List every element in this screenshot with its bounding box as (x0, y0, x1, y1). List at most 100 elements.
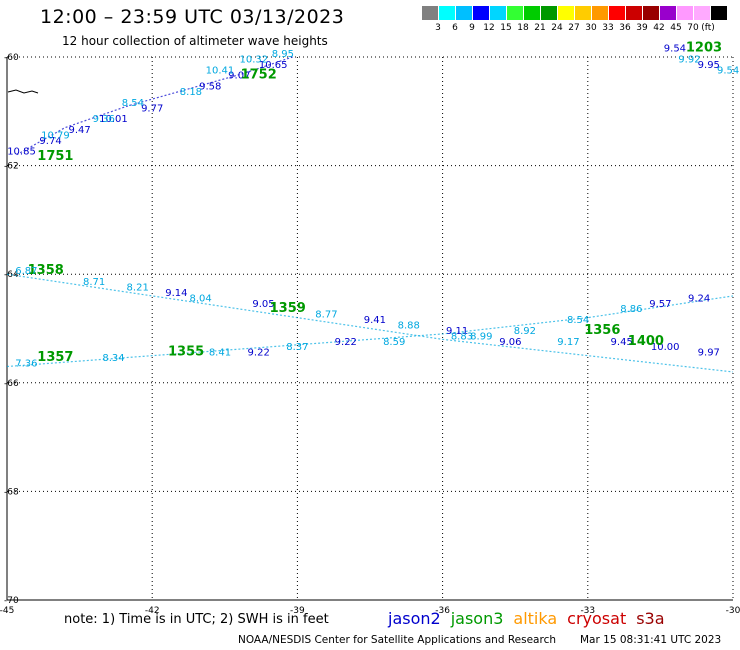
jason2-wave-height-label: 9.57 (649, 299, 671, 310)
jason2-wave-height-label: 9.58 (199, 82, 221, 93)
satellite-legend-cryosat: cryosat (567, 609, 627, 628)
colorbar-label: 15 (500, 23, 512, 33)
colorbar-label: 30 (585, 23, 597, 33)
jason3-pass-id-label: 1752 (241, 68, 277, 83)
s3a-wave-height-label: 8.54 (567, 315, 589, 326)
jason2-wave-height-label: 9.54 (664, 44, 686, 55)
satellite-legend-s3a: s3a (636, 609, 665, 628)
jason3-pass-id-label: 1356 (584, 323, 620, 338)
jason2-wave-height-label: 9.41 (364, 315, 386, 326)
colorbar-swatch (626, 6, 642, 20)
colorbar-swatch (592, 6, 608, 20)
colorbar-swatch (711, 6, 727, 20)
s3a-wave-height-label: 8.18 (180, 87, 202, 98)
jason2-wave-height-label: 9.22 (248, 348, 270, 359)
satellite-legend: jason2 jason3 altika cryosat s3a (388, 609, 675, 628)
latitude-tick-label: -68 (4, 487, 19, 497)
s3a-wave-height-label: 10.41 (206, 65, 235, 76)
colorbar-label: 3 (435, 23, 441, 33)
s3a-wave-height-label: 9.17 (557, 337, 579, 348)
jason2-wave-height-label: 10.00 (651, 342, 680, 353)
longitude-tick-label: -39 (290, 606, 305, 616)
map-title: 12:00 – 23:59 UTC 03/13/2023 (40, 6, 345, 28)
colorbar-label: 36 (619, 23, 631, 33)
s3a-ground-track (6, 295, 734, 368)
jason2-wave-height-label: 9.74 (39, 136, 61, 147)
longitude-tick-label: -36 (435, 606, 450, 616)
colorbar-swatch (456, 6, 472, 20)
s3a-wave-height-label: 6.87 (15, 266, 37, 277)
longitude-tick-label: -45 (0, 606, 14, 616)
jason3-pass-id-label: 1203 (686, 41, 722, 56)
colorbar-label: 21 (534, 23, 546, 33)
s3a-wave-height-label: 8.37 (286, 342, 308, 353)
jason2-wave-height-label: 10.65 (259, 60, 288, 71)
jason3-pass-id-label: 1358 (28, 263, 64, 278)
s3a-wave-height-label: 8.71 (83, 277, 105, 288)
satellite-legend-altika: altika (513, 609, 558, 628)
colorbar-swatch (643, 6, 659, 20)
s3a-wave-height-label: 10.79 (41, 130, 70, 141)
colorbar-swatch (575, 6, 591, 20)
s3a-wave-height-label: 8.41 (209, 348, 231, 359)
colorbar-swatch (473, 6, 489, 20)
generation-timestamp: Mar 15 08:31:41 UTC 2023 (580, 634, 722, 646)
colorbar-label: 33 (602, 23, 614, 33)
jason3-pass-id-label: 1355 (168, 345, 204, 360)
jason2-wave-height-label: 9.77 (141, 103, 163, 114)
colorbar-label: 70 (687, 23, 699, 33)
jason2-wave-height-label: 9.22 (335, 337, 357, 348)
jason2-wave-height-label: 9.06 (499, 337, 521, 348)
jason2-ground-track (16, 56, 293, 156)
colorbar-label: 6 (452, 23, 458, 33)
s3a-wave-height-label: 8.34 (102, 353, 124, 364)
satellite-legend-jason3: jason3 (450, 609, 504, 628)
colorbar-swatch (660, 6, 676, 20)
colorbar-swatch (677, 6, 693, 20)
colorbar-swatch (609, 6, 625, 20)
jason2-wave-height-label: 9.47 (68, 125, 90, 136)
colorbar-swatch (422, 6, 438, 20)
jason3-pass-id-label: 1751 (37, 149, 73, 164)
jason2-wave-height-label: 10.85 (7, 147, 36, 158)
s3a-wave-height-label: 8.95 (272, 49, 294, 60)
s3a-wave-height-label: 10.32 (240, 54, 269, 65)
colorbar-swatch (439, 6, 455, 20)
colorbar-swatch (541, 6, 557, 20)
s3a-wave-height-label: 9.92 (678, 54, 700, 65)
latitude-tick-label: -62 (4, 162, 19, 172)
latitude-tick-label: -70 (4, 596, 19, 606)
coastline-fragment (7, 89, 39, 94)
s3a-wave-height-label: 8.59 (383, 337, 405, 348)
jason2-wave-height-label: 10.01 (99, 114, 128, 125)
jason3-pass-id-label: 1400 (628, 334, 664, 349)
satellite-legend-jason2: jason2 (388, 609, 441, 628)
jason2-wave-height-label: 9.11 (446, 326, 468, 337)
colorbar-label: 18 (517, 23, 529, 33)
s3a-wave-height-label: 9.36 (93, 114, 115, 125)
colorbar-label: 39 (636, 23, 648, 33)
s3a-wave-height-label: 8.92 (514, 326, 536, 337)
s3a-wave-height-label: 9.54 (717, 65, 739, 76)
longitude-tick-label: -30 (726, 606, 740, 616)
latitude-tick-label: -60 (4, 53, 19, 63)
latitude-tick-label: -66 (4, 379, 19, 389)
jason2-wave-height-label: 9.95 (698, 60, 720, 71)
colorbar-label: 42 (653, 23, 665, 33)
colorbar-swatch (524, 6, 540, 20)
longitude-tick-label: -33 (580, 606, 595, 616)
jason2-wave-height-label: 9.24 (688, 293, 710, 304)
jason2-wave-height-label: 9.07 (228, 71, 250, 82)
longitude-tick-label: -42 (145, 606, 160, 616)
s3a-wave-height-label: 7.36 (15, 359, 37, 370)
s3a-wave-height-label: 8.99 (470, 331, 492, 342)
jason3-pass-id-label: 1357 (37, 350, 73, 365)
s3a-wave-height-label: 8.54 (122, 98, 144, 109)
colorbar-label: 9 (469, 23, 475, 33)
jason2-wave-height-label: 9.14 (165, 288, 187, 299)
s3a-wave-height-label: 8.86 (620, 304, 642, 315)
jason3-pass-id-label: 1359 (270, 301, 306, 316)
colorbar-label: 24 (551, 23, 563, 33)
colorbar-unit: (ft) (701, 23, 715, 33)
colorbar-label: 27 (568, 23, 580, 33)
